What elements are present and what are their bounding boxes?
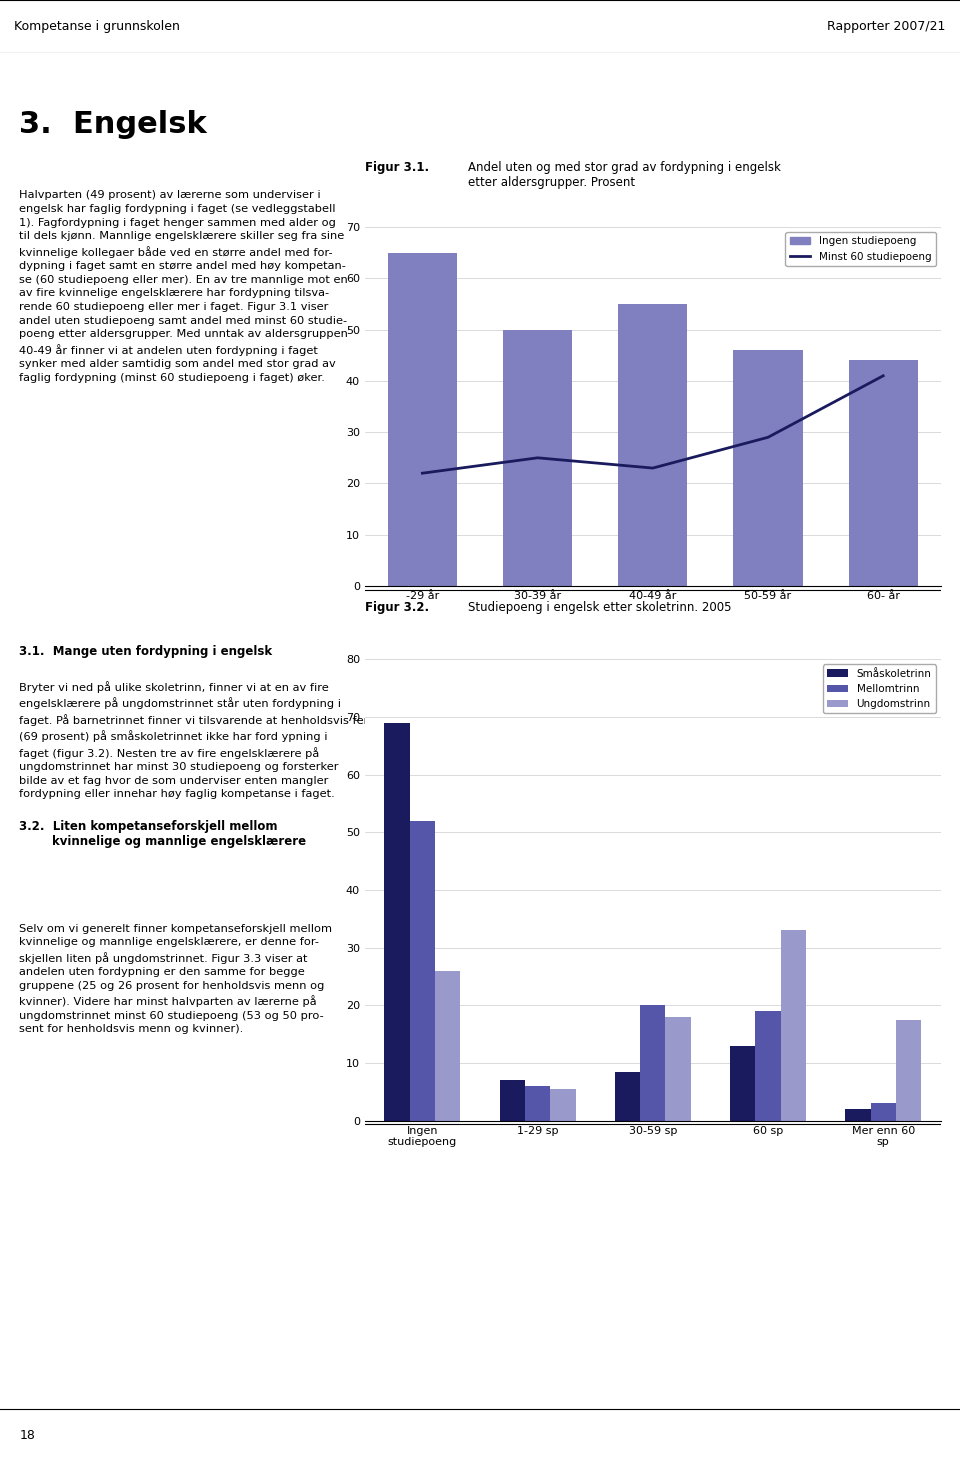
Text: 18: 18: [19, 1430, 36, 1442]
Bar: [614, 1072, 640, 1121]
Bar: [525, 1086, 550, 1121]
Bar: [756, 1011, 780, 1121]
Bar: [730, 1046, 756, 1121]
Bar: [384, 722, 410, 1121]
Text: 3.  Engelsk: 3. Engelsk: [19, 110, 207, 139]
Bar: [849, 360, 918, 586]
Legend: Småskoletrinn, Mellomtrinn, Ungdomstrinn: Småskoletrinn, Mellomtrinn, Ungdomstrinn: [824, 665, 936, 713]
Bar: [618, 303, 687, 586]
Text: Figur 3.2.: Figur 3.2.: [365, 601, 429, 614]
Bar: [780, 930, 806, 1121]
Bar: [845, 1109, 871, 1121]
Bar: [435, 971, 461, 1121]
Bar: [499, 1080, 525, 1121]
Bar: [640, 1005, 665, 1121]
Text: Halvparten (49 prosent) av lærerne som underviser i
engelsk har faglig fordypnin: Halvparten (49 prosent) av lærerne som u…: [19, 190, 348, 382]
Text: Bryter vi ned på ulike skoletrinn, finner vi at en av fire
engelsklærere på ungd: Bryter vi ned på ulike skoletrinn, finne…: [19, 681, 649, 800]
Text: Andel uten og med stor grad av fordypning i engelsk
etter aldersgrupper. Prosent: Andel uten og med stor grad av fordypnin…: [468, 161, 781, 189]
Text: Figur 3.1.: Figur 3.1.: [365, 161, 429, 174]
Text: 3.1.  Mange uten fordypning i engelsk: 3.1. Mange uten fordypning i engelsk: [19, 645, 273, 658]
Bar: [503, 330, 572, 586]
Legend: Ingen studiepoeng, Minst 60 studiepoeng: Ingen studiepoeng, Minst 60 studiepoeng: [785, 233, 936, 265]
Bar: [896, 1020, 922, 1121]
Bar: [733, 350, 803, 586]
Text: Selv om vi generelt finner kompetanseforskjell mellom
kvinnelige og mannlige eng: Selv om vi generelt finner kompetansefor…: [19, 923, 332, 1034]
Text: Rapporter 2007/21: Rapporter 2007/21: [828, 21, 946, 32]
Bar: [388, 253, 457, 586]
Text: Studiepoeng i engelsk etter skoletrinn. 2005: Studiepoeng i engelsk etter skoletrinn. …: [468, 601, 732, 614]
Text: 3.2.  Liten kompetanseforskjell mellom
        kvinnelige og mannlige engelsklær: 3.2. Liten kompetanseforskjell mellom kv…: [19, 820, 306, 848]
Text: Kompetanse i grunnskolen: Kompetanse i grunnskolen: [14, 21, 180, 32]
Bar: [550, 1088, 576, 1121]
Bar: [665, 1017, 691, 1121]
Bar: [871, 1103, 896, 1121]
Bar: [410, 820, 435, 1121]
